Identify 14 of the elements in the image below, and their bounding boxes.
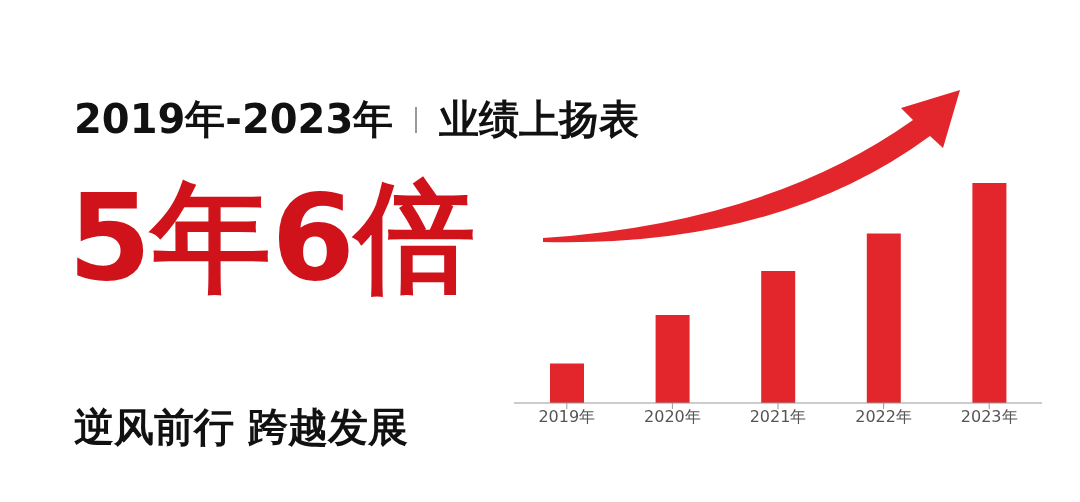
- x-tick-label: 2020年: [644, 407, 701, 427]
- x-tick-label: 2021年: [749, 407, 807, 427]
- text: 5年6倍: [68, 168, 475, 307]
- text: 逆风前行 跨越发展: [74, 403, 408, 452]
- x-tick-label: 2023年: [960, 407, 1018, 427]
- chart-subtitle: 业绩上扬表: [439, 95, 640, 144]
- bar: [761, 271, 796, 403]
- chart-title: 2019年-2023年: [74, 95, 394, 144]
- x-tick-label: 2019年: [538, 407, 596, 427]
- bar: [866, 233, 901, 403]
- bar: [972, 183, 1007, 403]
- x-tick-label: 2022年: [855, 407, 912, 427]
- bar: [550, 363, 584, 403]
- bar: [655, 315, 690, 403]
